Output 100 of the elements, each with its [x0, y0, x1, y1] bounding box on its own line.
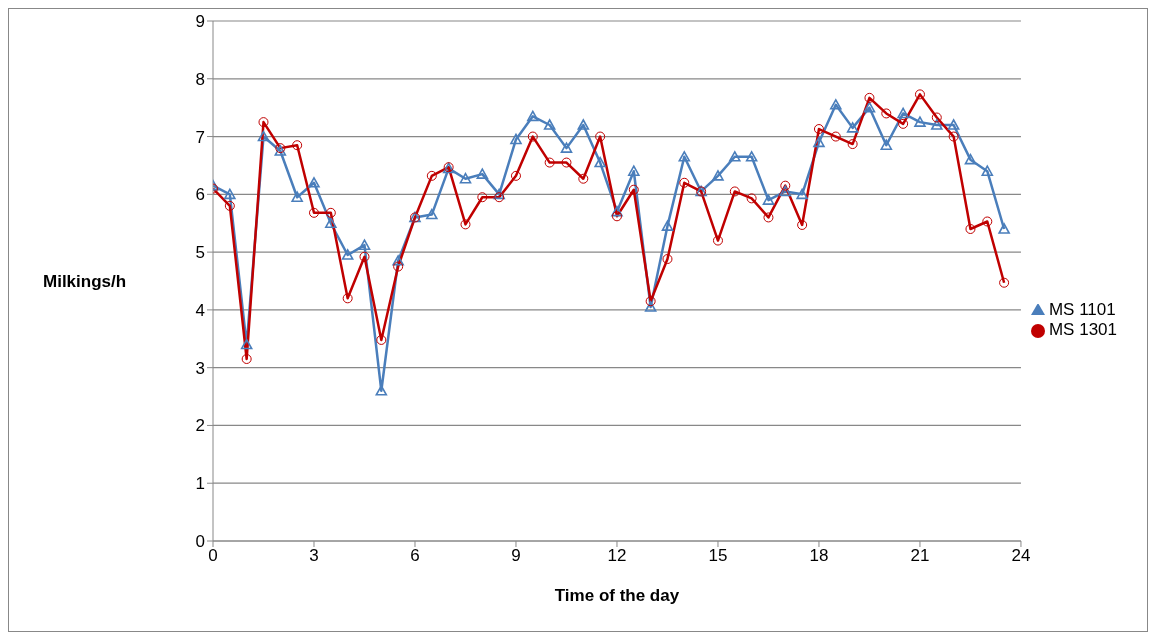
point [241, 354, 252, 364]
point [796, 188, 808, 200]
point [930, 119, 943, 130]
point [881, 108, 892, 119]
point [359, 251, 370, 262]
point [712, 235, 723, 246]
point [459, 172, 472, 184]
point [779, 185, 792, 197]
y-tick-label: 6 [195, 185, 205, 205]
x-tick-label: 18 [809, 546, 829, 566]
point [999, 277, 1010, 288]
point [258, 117, 269, 128]
point [594, 156, 606, 168]
point [292, 140, 303, 151]
x-tick-label: 15 [708, 546, 728, 566]
point [864, 92, 875, 103]
point [947, 119, 960, 130]
x-tick-label: 3 [309, 546, 319, 566]
point [729, 186, 740, 197]
x-tick-label: 0 [208, 546, 218, 566]
point [561, 157, 572, 168]
point [224, 200, 235, 211]
point [527, 131, 538, 142]
point [662, 254, 673, 265]
y-tick-label: 4 [195, 300, 205, 320]
point [644, 301, 657, 312]
point [325, 207, 336, 218]
point [964, 153, 977, 165]
point [914, 89, 925, 100]
point [661, 220, 674, 231]
point [745, 150, 758, 162]
point [544, 157, 555, 168]
point [847, 139, 858, 150]
point [813, 124, 824, 135]
y-tick-label: 7 [195, 127, 205, 147]
point [493, 188, 505, 200]
point [308, 176, 320, 188]
point [880, 139, 893, 151]
point [914, 116, 926, 127]
point [426, 170, 437, 181]
point [712, 170, 724, 181]
y-tick-label: 8 [195, 69, 205, 89]
point [679, 177, 690, 188]
point [813, 136, 825, 148]
point [898, 118, 909, 129]
point [830, 131, 841, 142]
point [762, 194, 775, 205]
point [982, 216, 993, 227]
point [426, 208, 438, 220]
point [577, 119, 590, 130]
point [863, 101, 876, 113]
point [476, 168, 489, 179]
point [240, 338, 253, 350]
y-tick-label: 9 [195, 12, 205, 32]
y-axis-title: Milkings/h [43, 272, 127, 292]
point [342, 293, 353, 304]
legend-label: MS 1101 [1048, 300, 1116, 319]
point [948, 131, 959, 142]
point [393, 261, 404, 272]
x-tick-label: 12 [607, 546, 627, 566]
point [510, 170, 521, 181]
point [628, 184, 639, 195]
y-tick-label: 1 [195, 474, 205, 494]
point [224, 188, 236, 200]
point [611, 211, 622, 222]
x-tick-label: 6 [410, 546, 420, 566]
point [998, 223, 1010, 234]
point [578, 173, 589, 184]
point [931, 112, 942, 123]
point [527, 110, 539, 122]
point [645, 296, 656, 307]
point [763, 212, 774, 223]
point [510, 133, 522, 145]
point [460, 219, 471, 230]
point [729, 150, 741, 162]
point [560, 142, 573, 153]
point [965, 224, 976, 234]
x-tick-label: 24 [1011, 546, 1031, 566]
y-tick-label: 3 [195, 358, 205, 378]
point [308, 207, 319, 218]
point [257, 130, 270, 142]
point [543, 119, 556, 130]
y-tick-label: 2 [195, 416, 205, 436]
point [341, 249, 354, 260]
legend-label: MS 1301 [1048, 320, 1117, 339]
point [897, 107, 909, 119]
point [325, 217, 337, 229]
point [830, 98, 842, 110]
point [358, 239, 371, 250]
point [376, 334, 387, 345]
y-tick-label: 5 [195, 243, 205, 263]
point [611, 205, 623, 217]
point [746, 193, 757, 204]
point [595, 131, 606, 142]
point [628, 165, 640, 177]
point [846, 122, 859, 133]
y-tick-label: 0 [195, 532, 205, 552]
point [392, 254, 404, 266]
point [797, 219, 808, 230]
point [494, 192, 505, 203]
